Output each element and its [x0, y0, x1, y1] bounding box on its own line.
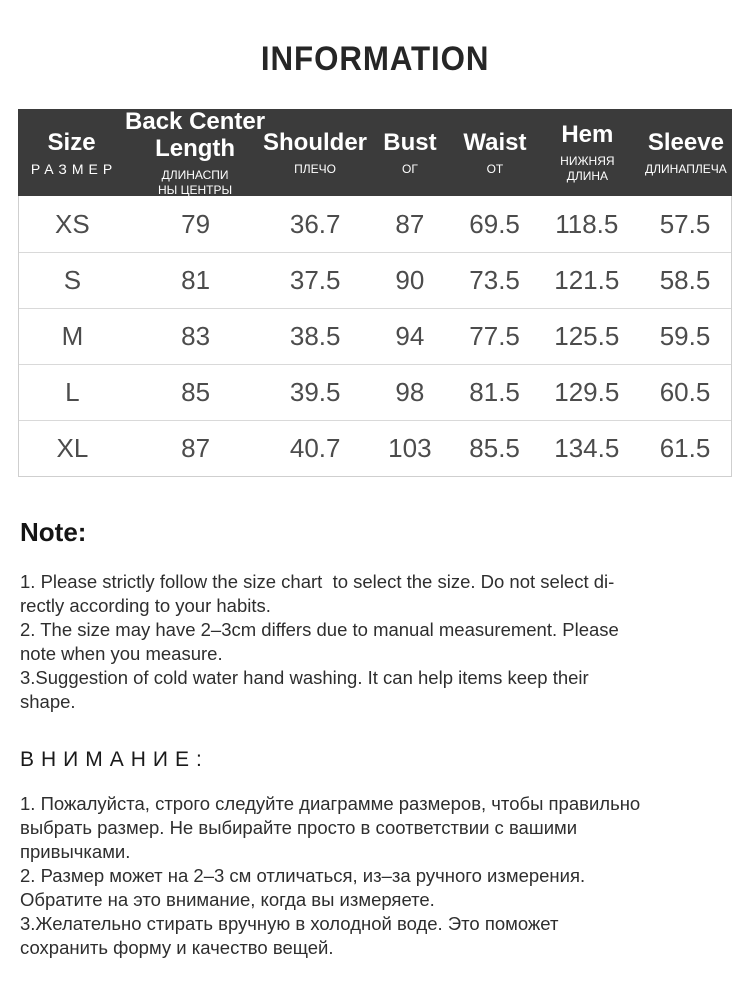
column-header-back-center-length: Back Center Length ДЛИНАСПИ НЫ ЦЕНТРЫ — [125, 107, 266, 197]
column-label-en: Sleeve — [647, 128, 724, 156]
note-item-ru-3: 3.Желательно стирать вручную в холодной … — [20, 913, 559, 958]
back-center-length-cell: 85 — [181, 377, 211, 407]
hem-cell: 121.5 — [554, 265, 620, 295]
column-label-ru: ОГ — [402, 161, 418, 176]
table-row-l: L 85 39.5 98 81.5 129.5 60.5 — [19, 364, 731, 420]
column-header-bust: Bust ОГ — [365, 109, 455, 196]
waist-cell: 77.5 — [469, 321, 520, 351]
sleeve-cell: 61.5 — [659, 433, 711, 463]
table-row-xl: XL 87 40.7 103 85.5 134.5 61.5 — [19, 420, 731, 476]
back-center-length-cell: 81 — [181, 265, 211, 295]
size-cell: XS — [55, 208, 90, 239]
shoulder-cell: 39.5 — [289, 377, 341, 407]
size-cell: M — [61, 321, 84, 351]
bust-cell: 98 — [395, 377, 425, 407]
column-label-ru: ОТ — [486, 161, 504, 176]
column-label-en: Hem — [561, 121, 614, 148]
sleeve-cell: 60.5 — [659, 377, 711, 407]
notes-english-section: Note: 1. Please strictly follow the size… — [20, 517, 730, 714]
sleeve-cell: 59.5 — [659, 321, 711, 351]
note-item-en-1: 1. Please strictly follow the size chart… — [20, 571, 615, 616]
notes-russian-section: ВНИМАНИЕ: 1. Пожалуйста, строго следуйте… — [20, 748, 730, 960]
column-label-ru: РАЗМЕР — [30, 160, 118, 177]
shoulder-cell: 40.7 — [289, 433, 341, 463]
shoulder-cell: 36.7 — [289, 208, 341, 239]
back-center-length-cell: 83 — [181, 321, 211, 351]
column-label-en: Shoulder — [263, 128, 368, 156]
column-label-ru: ПЛЕЧО — [294, 161, 336, 176]
column-header-waist: Waist ОТ — [455, 109, 535, 196]
waist-cell: 81.5 — [469, 377, 520, 407]
note-item-ru-2: 2. Размер может на 2–3 см отличаться, из… — [20, 865, 586, 910]
table-body: XS 79 36.7 87 69.5 118.5 57.5 S 81 37.5 … — [18, 196, 732, 477]
notes-english-heading: Note: — [20, 517, 87, 547]
column-header-size: Size РАЗМЕР — [18, 109, 125, 196]
column-label-ru: ДЛИНАСПИ НЫ ЦЕНТРЫ — [157, 167, 233, 197]
note-item-en-2: 2. The size may have 2–3cm differs due t… — [20, 619, 619, 664]
page-title: INFORMATION — [260, 40, 490, 78]
size-cell: XL — [56, 433, 89, 463]
hem-cell: 118.5 — [555, 208, 619, 239]
table-row-m: M 83 38.5 94 77.5 125.5 59.5 — [19, 308, 731, 364]
waist-cell: 69.5 — [469, 208, 520, 239]
column-label-en: Size — [47, 128, 96, 156]
size-chart-table: Size РАЗМЕР Back Center Length ДЛИНАСПИ … — [18, 107, 732, 477]
table-row-s: S 81 37.5 90 73.5 121.5 58.5 — [19, 252, 731, 308]
column-label-ru: НИЖНЯЯ ДЛИНА — [560, 154, 615, 183]
back-center-length-cell: 79 — [181, 208, 211, 239]
bust-cell: 94 — [395, 321, 425, 351]
column-label-en: Waist — [463, 128, 527, 156]
size-cell: L — [65, 377, 80, 407]
column-header-shoulder: Shoulder ПЛЕЧО — [263, 109, 368, 196]
bust-cell: 87 — [395, 208, 425, 239]
column-header-sleeve: Sleeve ДЛИНАПЛЕЧА — [640, 109, 732, 196]
shoulder-cell: 37.5 — [289, 265, 341, 295]
back-center-length-cell: 87 — [181, 433, 211, 463]
waist-cell: 85.5 — [469, 433, 520, 463]
hem-cell: 134.5 — [554, 433, 620, 463]
column-label-ru: ДЛИНАПЛЕЧА — [645, 161, 727, 176]
column-label-en: Bust — [383, 128, 437, 156]
title-bar: INFORMATION — [0, 0, 750, 78]
waist-cell: 73.5 — [469, 265, 520, 295]
note-item-ru-1: 1. Пожалуйста, строго следуйте диаграмме… — [20, 793, 641, 862]
hem-cell: 125.5 — [554, 321, 620, 351]
bust-cell: 103 — [388, 433, 432, 463]
note-item-en-3: 3.Suggestion of cold water hand washing.… — [20, 667, 589, 712]
hem-cell: 129.5 — [554, 377, 620, 407]
column-label-en: Back Center Length — [125, 107, 266, 162]
sleeve-cell: 58.5 — [659, 265, 711, 295]
size-cell: S — [63, 265, 82, 295]
table-row-xs: XS 79 36.7 87 69.5 118.5 57.5 — [19, 196, 731, 252]
column-header-hem: Hem НИЖНЯЯ ДЛИНА — [535, 109, 640, 196]
table-header-row: Size РАЗМЕР Back Center Length ДЛИНАСПИ … — [18, 107, 732, 197]
bust-cell: 90 — [395, 265, 425, 295]
sleeve-cell: 57.5 — [659, 208, 711, 239]
notes-russian-heading: ВНИМАНИЕ: — [20, 748, 209, 771]
shoulder-cell: 38.5 — [289, 321, 341, 351]
